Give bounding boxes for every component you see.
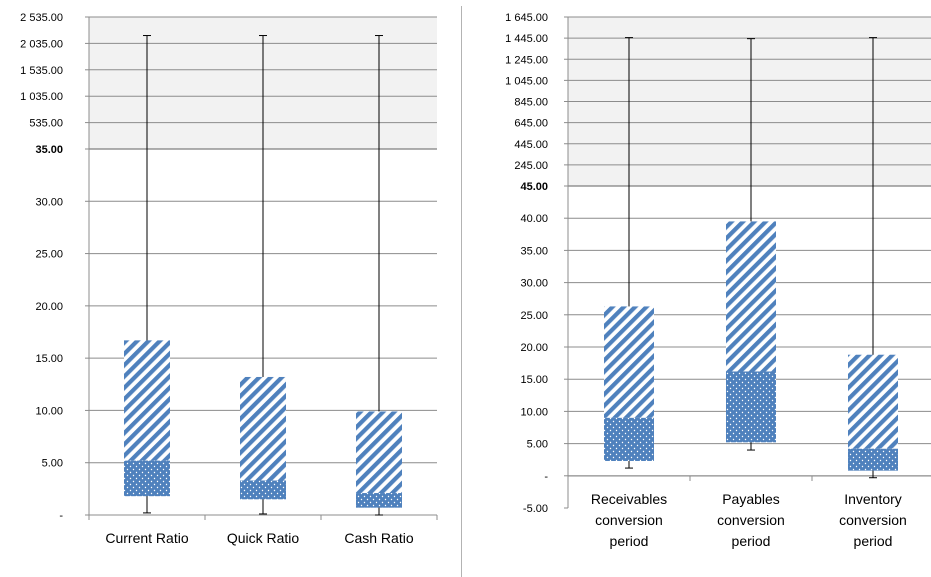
y-tick-label: 15.00 xyxy=(520,374,548,386)
box-upper-quartile xyxy=(124,340,170,461)
y-tick-label: 10.00 xyxy=(520,406,548,418)
y-tick-label: 5.00 xyxy=(42,458,63,470)
category-label: Receivables conversion period xyxy=(591,491,667,549)
left-ratio-boxplot: - 5.00 10.00 15.00 20.00 25.00 30.00 35.00 535.0… xyxy=(20,12,438,546)
y-tick-label: - xyxy=(544,471,548,483)
y-tick-label: 1 645.00 xyxy=(505,12,548,24)
category-label-line: Inventory xyxy=(844,491,902,507)
box-upper-quartile xyxy=(604,306,654,418)
category-label-line: period xyxy=(610,533,649,549)
category-label-line: Current Ratio xyxy=(105,530,188,546)
y-tick-label: 445.00 xyxy=(514,139,548,151)
box-lower-quartile xyxy=(726,371,776,443)
box-lower-quartile xyxy=(124,460,170,497)
category-label-line: Cash Ratio xyxy=(344,530,413,546)
y-tick-label: 2 535.00 xyxy=(20,12,63,24)
box-upper-quartile xyxy=(240,376,286,481)
box-upper-quartile xyxy=(356,411,402,494)
category-label-line: Payables xyxy=(722,491,780,507)
y-tick-label: 15.00 xyxy=(35,353,63,365)
y-tick-label: 45.00 xyxy=(520,181,548,193)
y-tick-label: 25.00 xyxy=(35,249,63,261)
y-tick-label: 1 445.00 xyxy=(505,33,548,45)
y-tick-label: 35.00 xyxy=(520,245,548,257)
y-tick-label: 20.00 xyxy=(35,301,63,313)
category-label-line: period xyxy=(732,533,771,549)
category-label: Current Ratio xyxy=(105,530,188,546)
y-tick-label: 10.00 xyxy=(35,405,63,417)
category-label: Inventory conversion period xyxy=(839,491,907,549)
category-label: Cash Ratio xyxy=(344,530,413,546)
y-tick-label: 25.00 xyxy=(520,310,548,322)
box-lower-quartile xyxy=(604,417,654,461)
y-tick-label: 645.00 xyxy=(514,118,548,130)
y-tick-label: 1 035.00 xyxy=(20,91,63,103)
box-upper-quartile xyxy=(726,221,776,372)
y-tick-label: 2 035.00 xyxy=(20,38,63,50)
y-tick-label: -5.00 xyxy=(523,503,548,515)
y-tick-label: 245.00 xyxy=(514,160,548,172)
y-tick-label: 5.00 xyxy=(527,439,548,451)
y-tick-label: - xyxy=(59,510,63,522)
category-label-line: conversion xyxy=(595,512,663,528)
box-lower-quartile xyxy=(240,480,286,500)
y-tick-label: 535.00 xyxy=(29,118,63,130)
y-tick-label: 30.00 xyxy=(520,278,548,290)
category-label: Quick Ratio xyxy=(227,530,300,546)
y-tick-label: 30.00 xyxy=(35,196,63,208)
box-lower-quartile xyxy=(848,448,898,471)
y-tick-label: 845.00 xyxy=(514,97,548,109)
category-label-line: conversion xyxy=(717,512,785,528)
category-label-line: period xyxy=(854,533,893,549)
y-tick-label: 20.00 xyxy=(520,342,548,354)
category-label-line: Quick Ratio xyxy=(227,530,300,546)
category-label-line: conversion xyxy=(839,512,907,528)
right-conversion-boxplot: -5.00-5.0010.0015.0020.0025.0030.0035.00… xyxy=(505,12,931,549)
y-tick-label: 40.00 xyxy=(520,213,548,225)
y-tick-label: 1 535.00 xyxy=(20,65,63,77)
category-label: Payables conversion period xyxy=(717,491,785,549)
y-tick-label: 1 245.00 xyxy=(505,54,548,66)
y-tick-label: 1 045.00 xyxy=(505,75,548,87)
box-lower-quartile xyxy=(356,493,402,508)
box-upper-quartile xyxy=(848,354,898,449)
y-tick-label: 35.00 xyxy=(35,144,63,156)
category-label-line: Receivables xyxy=(591,491,667,507)
